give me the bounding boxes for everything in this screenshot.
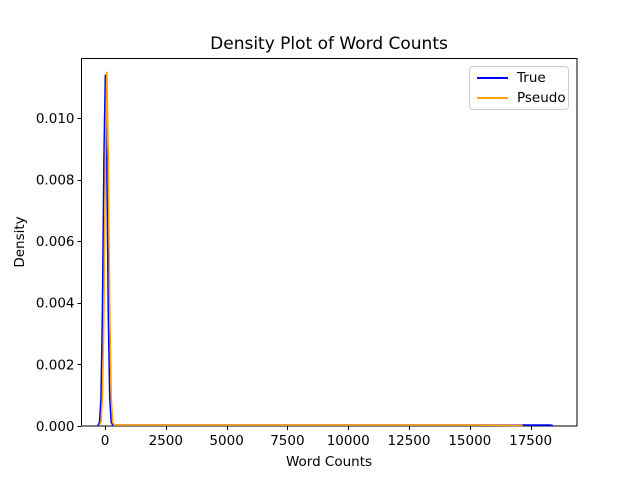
- x-axis-title: Word Counts: [285, 454, 373, 470]
- legend-label: Pseudo: [517, 90, 566, 106]
- y-tick-label: 0.008: [36, 173, 75, 189]
- x-tick-label: 17500: [509, 433, 552, 449]
- legend-label: True: [517, 70, 546, 86]
- legend-line-sample-pseudo: [477, 97, 508, 99]
- x-tick-label: 2500: [149, 433, 183, 449]
- legend-item-pseudo: Pseudo: [477, 89, 566, 107]
- axes-frame: [81, 58, 578, 427]
- x-tick-label: 7500: [270, 433, 304, 449]
- x-tick-label: 15000: [448, 433, 491, 449]
- legend: True Pseudo: [469, 66, 569, 110]
- y-tick-label: 0.010: [36, 111, 75, 127]
- x-tick-label: 12500: [388, 433, 431, 449]
- y-tick-label: 0.000: [36, 419, 75, 435]
- y-tick-label: 0.004: [36, 296, 75, 312]
- series-line-pseudo: [98, 71, 523, 427]
- x-tick-label: 0: [101, 433, 110, 449]
- legend-item-true: True: [477, 69, 562, 87]
- chart-title: Density Plot of Word Counts: [210, 34, 448, 54]
- y-tick-label: 0.006: [36, 234, 75, 250]
- legend-line-sample-true: [477, 77, 508, 79]
- y-axis-title: Density: [12, 216, 28, 268]
- x-tick-label: 5000: [209, 433, 243, 449]
- y-tick-label: 0.002: [36, 357, 75, 373]
- x-tick-label: 10000: [327, 433, 370, 449]
- series-line-true: [97, 74, 554, 427]
